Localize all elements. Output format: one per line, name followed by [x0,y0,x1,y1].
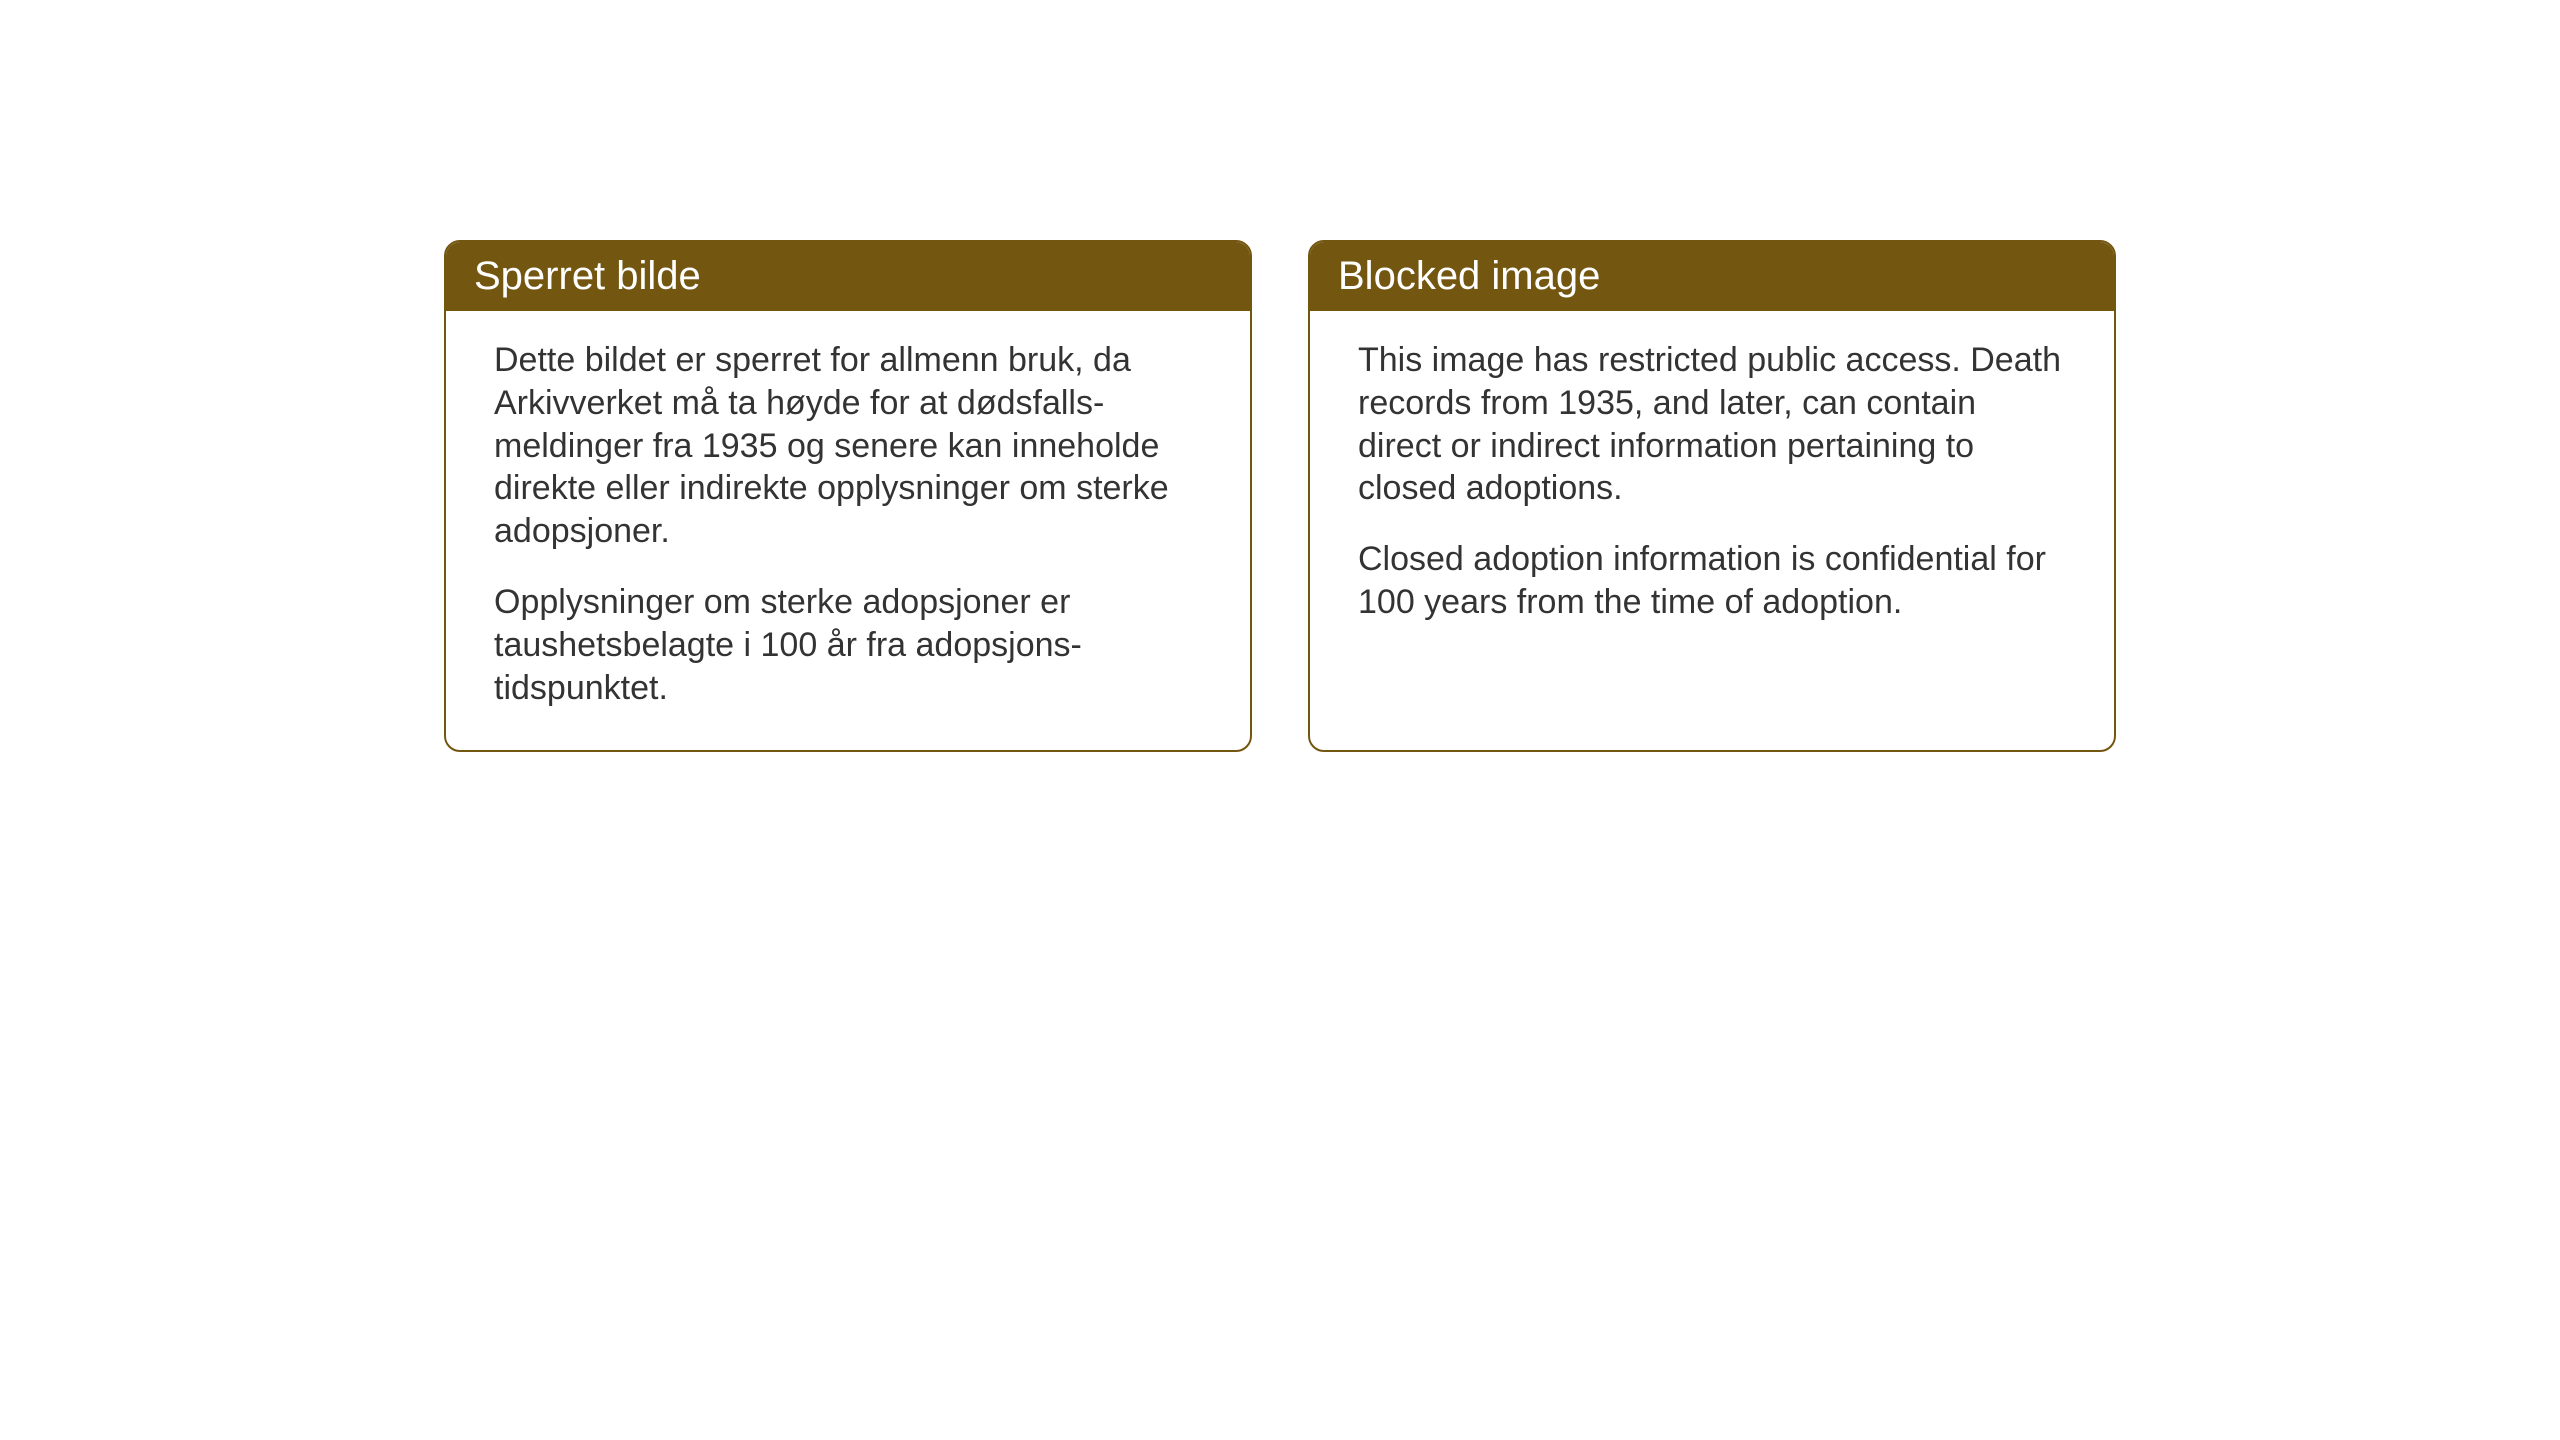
norwegian-paragraph-2: Opplysninger om sterke adopsjoner er tau… [494,581,1202,709]
english-notice-card: Blocked image This image has restricted … [1308,240,2116,752]
norwegian-card-body: Dette bildet er sperret for allmenn bruk… [446,311,1250,750]
english-card-title: Blocked image [1310,242,2114,311]
norwegian-notice-card: Sperret bilde Dette bildet er sperret fo… [444,240,1252,752]
notice-container: Sperret bilde Dette bildet er sperret fo… [444,240,2116,752]
norwegian-paragraph-1: Dette bildet er sperret for allmenn bruk… [494,339,1202,553]
english-paragraph-1: This image has restricted public access.… [1358,339,2066,510]
norwegian-card-title: Sperret bilde [446,242,1250,311]
english-paragraph-2: Closed adoption information is confident… [1358,538,2066,624]
english-card-body: This image has restricted public access.… [1310,311,2114,664]
